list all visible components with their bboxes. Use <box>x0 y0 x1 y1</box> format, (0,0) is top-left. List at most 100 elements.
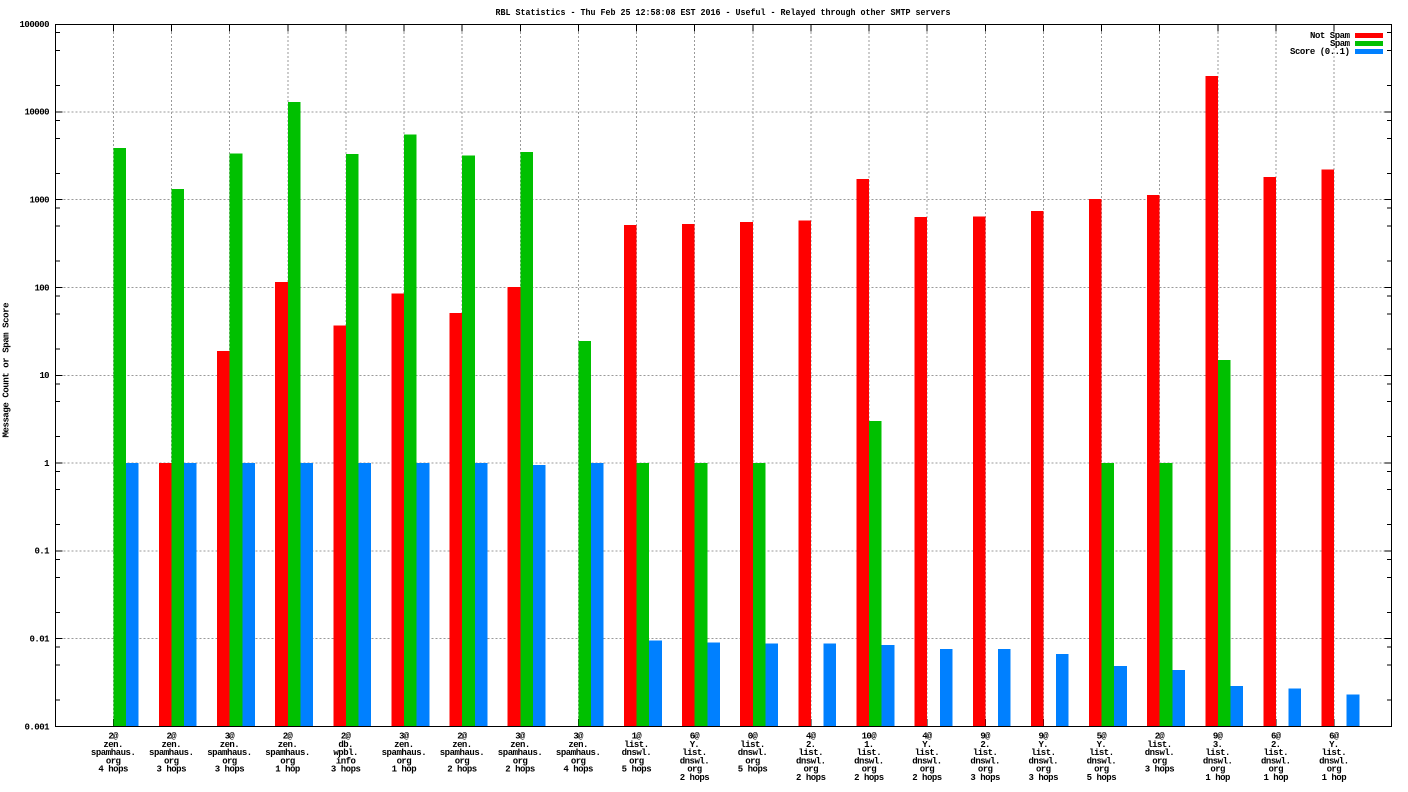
svg-text:9@: 9@ <box>1039 732 1050 742</box>
svg-text:3 hops: 3 hops <box>215 765 245 775</box>
svg-text:list.: list. <box>1322 748 1347 758</box>
svg-text:zen.: zen. <box>568 740 588 750</box>
svg-text:spamhaus.: spamhaus. <box>382 748 427 758</box>
svg-text:4 hops: 4 hops <box>563 765 593 775</box>
svg-text:100000: 100000 <box>20 20 50 30</box>
svg-text:spamhaus.: spamhaus. <box>265 748 310 758</box>
svg-text:spamhaus.: spamhaus. <box>207 748 252 758</box>
svg-text:2 hops: 2 hops <box>505 765 535 775</box>
svg-text:zen.: zen. <box>510 740 530 750</box>
svg-text:org: org <box>745 756 760 766</box>
svg-text:zen.: zen. <box>162 740 182 750</box>
svg-text:spamhaus.: spamhaus. <box>498 748 543 758</box>
svg-text:dnswl.: dnswl. <box>1261 756 1291 766</box>
svg-text:5@: 5@ <box>1097 732 1108 742</box>
svg-text:3@: 3@ <box>225 732 236 742</box>
svg-text:dnswl.: dnswl. <box>1087 756 1117 766</box>
svg-text:org: org <box>1269 765 1284 775</box>
svg-text:2@: 2@ <box>1155 732 1166 742</box>
svg-text:1 hop: 1 hop <box>1205 773 1230 783</box>
svg-text:org: org <box>571 756 586 766</box>
svg-text:Message Count or Spam Score: Message Count or Spam Score <box>2 303 12 438</box>
svg-text:zen.: zen. <box>452 740 472 750</box>
svg-text:org: org <box>687 765 702 775</box>
svg-text:list.: list. <box>740 740 765 750</box>
svg-text:list.: list. <box>1147 740 1172 750</box>
svg-text:dnswl.: dnswl. <box>622 748 652 758</box>
svg-text:org: org <box>513 756 528 766</box>
svg-text:6@: 6@ <box>690 732 701 742</box>
svg-text:1.: 1. <box>864 740 874 750</box>
svg-text:2@: 2@ <box>108 732 119 742</box>
svg-text:spamhaus.: spamhaus. <box>440 748 485 758</box>
svg-text:1: 1 <box>44 459 50 469</box>
svg-text:info: info <box>336 756 356 766</box>
svg-text:4@: 4@ <box>922 732 933 742</box>
svg-text:dnswl.: dnswl. <box>970 756 1000 766</box>
svg-text:zen.: zen. <box>394 740 414 750</box>
svg-text:3@: 3@ <box>399 732 410 742</box>
svg-text:RBL Statistics - Thu Feb 25 12: RBL Statistics - Thu Feb 25 12:58:08 EST… <box>496 8 951 18</box>
svg-text:1 hop: 1 hop <box>275 765 300 775</box>
svg-text:0@: 0@ <box>748 732 759 742</box>
svg-text:org: org <box>1094 765 1109 775</box>
svg-text:spamhaus.: spamhaus. <box>149 748 194 758</box>
svg-text:Spam: Spam <box>1330 39 1351 49</box>
svg-text:2.: 2. <box>1271 740 1281 750</box>
svg-text:2 hops: 2 hops <box>447 765 477 775</box>
svg-text:wpbl.: wpbl. <box>333 748 358 758</box>
svg-text:org: org <box>978 765 993 775</box>
svg-text:org: org <box>1210 765 1225 775</box>
svg-text:org: org <box>862 765 877 775</box>
svg-text:Y.: Y. <box>690 740 700 750</box>
svg-text:4@: 4@ <box>806 732 817 742</box>
svg-text:org: org <box>455 756 470 766</box>
svg-text:5 hops: 5 hops <box>738 765 768 775</box>
svg-text:org: org <box>280 756 295 766</box>
svg-text:dnswl.: dnswl. <box>1203 756 1233 766</box>
svg-text:org: org <box>397 756 412 766</box>
svg-text:Y.: Y. <box>922 740 932 750</box>
svg-text:list.: list. <box>915 748 940 758</box>
svg-text:list.: list. <box>682 748 707 758</box>
svg-text:2.: 2. <box>980 740 990 750</box>
svg-text:org: org <box>164 756 179 766</box>
svg-text:org: org <box>629 756 644 766</box>
svg-text:spamhaus.: spamhaus. <box>556 748 601 758</box>
svg-text:10@: 10@ <box>862 732 878 742</box>
svg-text:org: org <box>920 765 935 775</box>
svg-text:10: 10 <box>40 371 50 381</box>
svg-text:0.01: 0.01 <box>30 635 51 645</box>
svg-text:Score (0..1): Score (0..1) <box>1290 47 1350 57</box>
svg-text:spamhaus.: spamhaus. <box>91 748 136 758</box>
svg-text:dnswl.: dnswl. <box>796 756 826 766</box>
svg-text:0.001: 0.001 <box>25 722 51 732</box>
svg-text:2@: 2@ <box>457 732 468 742</box>
svg-text:6@: 6@ <box>1329 732 1340 742</box>
svg-text:Not Spam: Not Spam <box>1310 31 1351 41</box>
svg-text:1000: 1000 <box>30 196 50 206</box>
svg-text:1 hop: 1 hop <box>392 765 417 775</box>
svg-text:3 hops: 3 hops <box>1029 773 1059 783</box>
svg-text:3.: 3. <box>1213 740 1223 750</box>
svg-text:list.: list. <box>1205 748 1230 758</box>
svg-text:2 hops: 2 hops <box>912 773 942 783</box>
svg-text:org: org <box>804 765 819 775</box>
svg-text:3@: 3@ <box>573 732 584 742</box>
svg-text:2@: 2@ <box>167 732 178 742</box>
svg-text:list.: list. <box>624 740 649 750</box>
svg-text:9@: 9@ <box>1213 732 1224 742</box>
svg-text:zen.: zen. <box>220 740 240 750</box>
svg-text:2.: 2. <box>806 740 816 750</box>
svg-text:9@: 9@ <box>980 732 991 742</box>
svg-text:list.: list. <box>857 748 882 758</box>
svg-text:2 hops: 2 hops <box>854 773 884 783</box>
svg-text:list.: list. <box>1264 748 1289 758</box>
svg-text:3 hops: 3 hops <box>1145 765 1175 775</box>
svg-text:dnswl.: dnswl. <box>1145 748 1175 758</box>
svg-text:1 hop: 1 hop <box>1322 773 1347 783</box>
svg-text:4 hops: 4 hops <box>98 765 128 775</box>
svg-text:5 hops: 5 hops <box>1087 773 1117 783</box>
svg-text:dnswl.: dnswl. <box>912 756 942 766</box>
svg-text:5 hops: 5 hops <box>622 765 652 775</box>
